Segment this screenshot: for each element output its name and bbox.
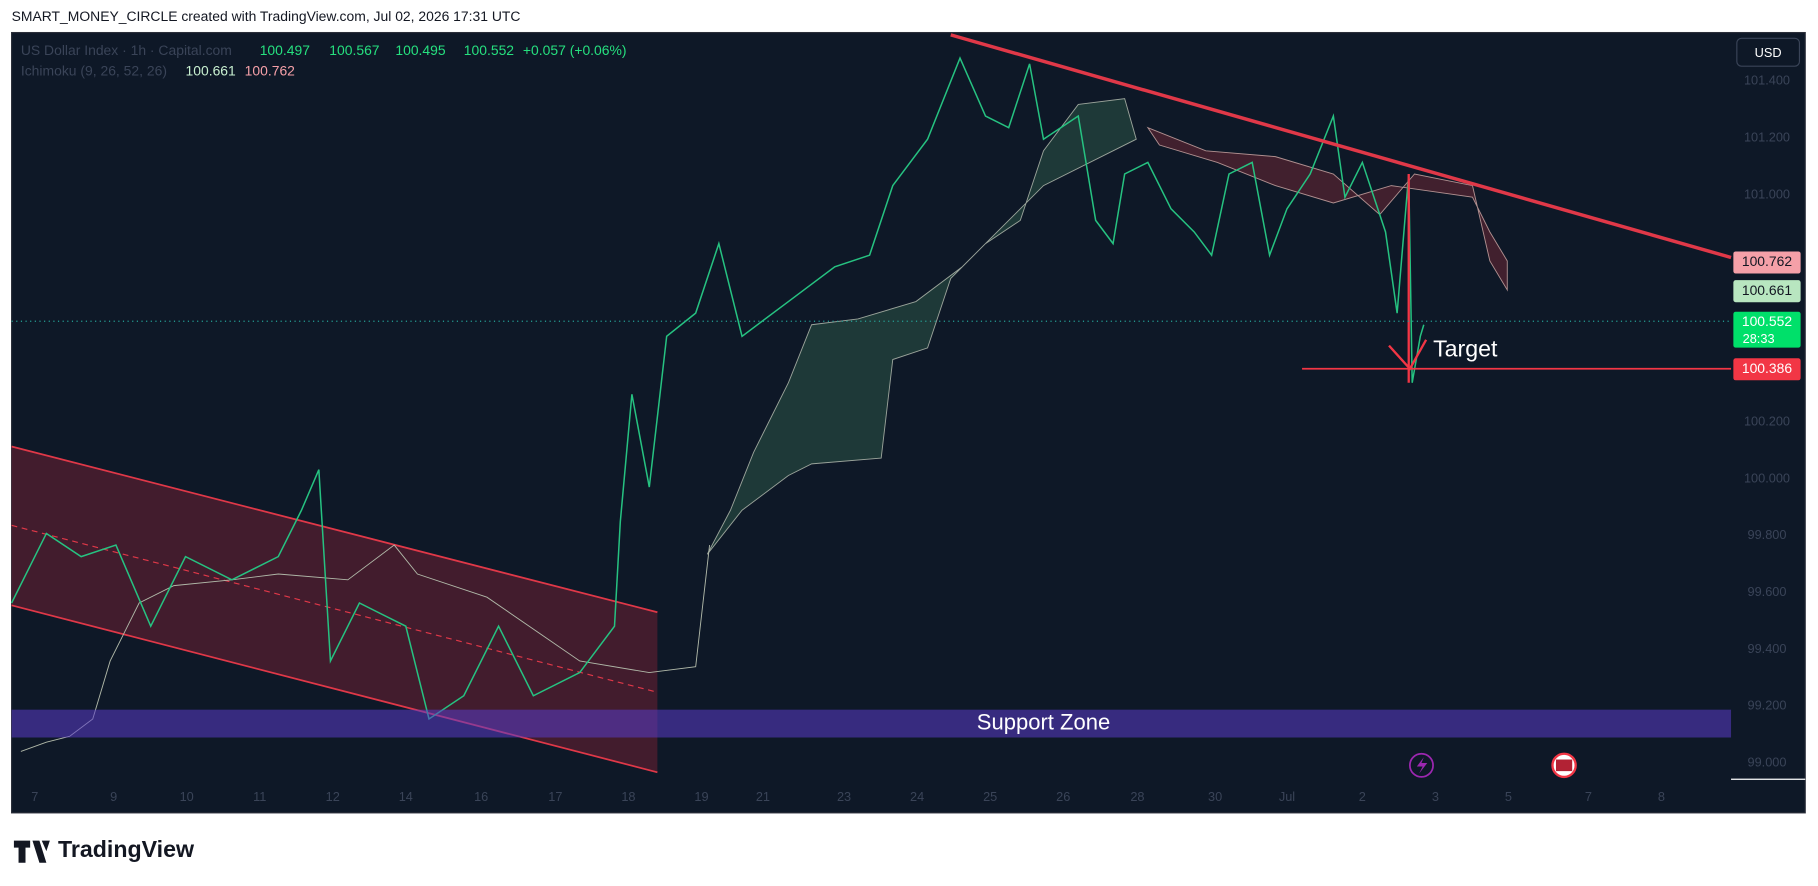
time-axis-label: 24 — [910, 789, 924, 804]
channel-mid — [11, 524, 658, 693]
time-axis-label: 17 — [548, 789, 562, 804]
legend-change: +0.057 (+0.06%) — [523, 42, 627, 58]
flag-glyph — [1555, 759, 1573, 772]
target-label: Target — [1433, 335, 1498, 361]
price-axis-label: 101.000 — [1744, 186, 1790, 201]
price-path — [10, 56, 1425, 721]
time-axis-label: 21 — [756, 789, 770, 804]
time-axis-label: 3 — [1432, 789, 1439, 804]
time-axis-label: 11 — [253, 789, 266, 804]
ichimoku-cloud — [1146, 126, 1508, 292]
legend-low: 100.495 — [395, 42, 446, 58]
trendline — [950, 33, 1732, 260]
legend-high: 100.567 — [329, 42, 380, 58]
time-axis-label: 26 — [1056, 789, 1070, 804]
price-axis-label: 99.800 — [1747, 527, 1786, 542]
price-tag — [1733, 358, 1801, 381]
time-axis-label: 25 — [983, 789, 997, 804]
brand-logo — [13, 840, 50, 863]
support-zone — [11, 709, 1732, 738]
time-axis-label: 12 — [326, 789, 340, 804]
price-tag — [1733, 280, 1801, 303]
channel — [11, 446, 658, 773]
price-axis-label: 99.400 — [1747, 641, 1786, 656]
time-axis-label: 10 — [180, 789, 194, 804]
time-axis-label: 5 — [1505, 789, 1512, 804]
target-arrow — [1388, 339, 1428, 371]
legend-indicator-value: 100.762 — [245, 63, 296, 79]
time-axis-label: 16 — [474, 789, 488, 804]
legend-indicator: Ichimoku (9, 26, 52, 26) — [21, 63, 167, 79]
price-axis-label: 100.000 — [1744, 470, 1790, 485]
price-axis-label: 101.200 — [1744, 129, 1790, 144]
price-tag — [1733, 311, 1801, 348]
time-axis-label: 23 — [837, 789, 851, 804]
price-tag-countdown: 28:33 — [1743, 331, 1775, 346]
legend-open: 100.497 — [260, 42, 311, 58]
price-axis-label: 99.000 — [1747, 754, 1786, 769]
price-axis-label: 101.400 — [1744, 73, 1790, 88]
chart-panel — [11, 31, 1806, 814]
price-tag-label: 100.552 — [1742, 313, 1793, 329]
channel-bottom — [11, 604, 658, 774]
header-text: SMART_MONEY_CIRCLE created with TradingV… — [12, 8, 521, 24]
time-axis-label: 8 — [1658, 789, 1665, 804]
price-tag — [1733, 251, 1801, 274]
price-axis-label: 100.200 — [1744, 414, 1790, 429]
brand-name: TradingView — [58, 836, 195, 862]
price-tag-label: 100.661 — [1742, 282, 1793, 298]
legend-indicator-value: 100.661 — [186, 63, 237, 79]
time-axis-label: 7 — [1585, 789, 1592, 804]
channel-top — [11, 445, 658, 614]
time-axis-label: 14 — [399, 789, 413, 804]
time-axis-label: 19 — [694, 789, 708, 804]
support-zone-label: Support Zone — [977, 709, 1110, 734]
currency-button[interactable] — [1736, 37, 1801, 67]
time-axis-label: 18 — [621, 789, 635, 804]
time-axis-label: 9 — [110, 789, 117, 804]
currency-label[interactable]: USD — [1755, 45, 1782, 60]
time-axis-label: 7 — [31, 789, 38, 804]
time-axis-label: 28 — [1130, 789, 1144, 804]
price-tag-label: 100.386 — [1742, 360, 1793, 376]
event-icon-glyph — [1416, 757, 1428, 774]
time-axis-label: 2 — [1359, 789, 1366, 804]
price-axis-label: 99.600 — [1747, 584, 1786, 599]
price-axis-label: 99.200 — [1747, 698, 1786, 713]
legend-close: 100.552 — [464, 42, 515, 58]
legend-symbol: US Dollar Index · 1h · Capital.com — [21, 42, 232, 58]
price-tag-label: 100.762 — [1742, 253, 1793, 269]
time-axis-label: Jul — [1279, 789, 1295, 804]
event-icon[interactable] — [1409, 752, 1434, 778]
time-axis-label: 30 — [1208, 789, 1222, 804]
ichimoku-cloud — [706, 98, 1137, 555]
